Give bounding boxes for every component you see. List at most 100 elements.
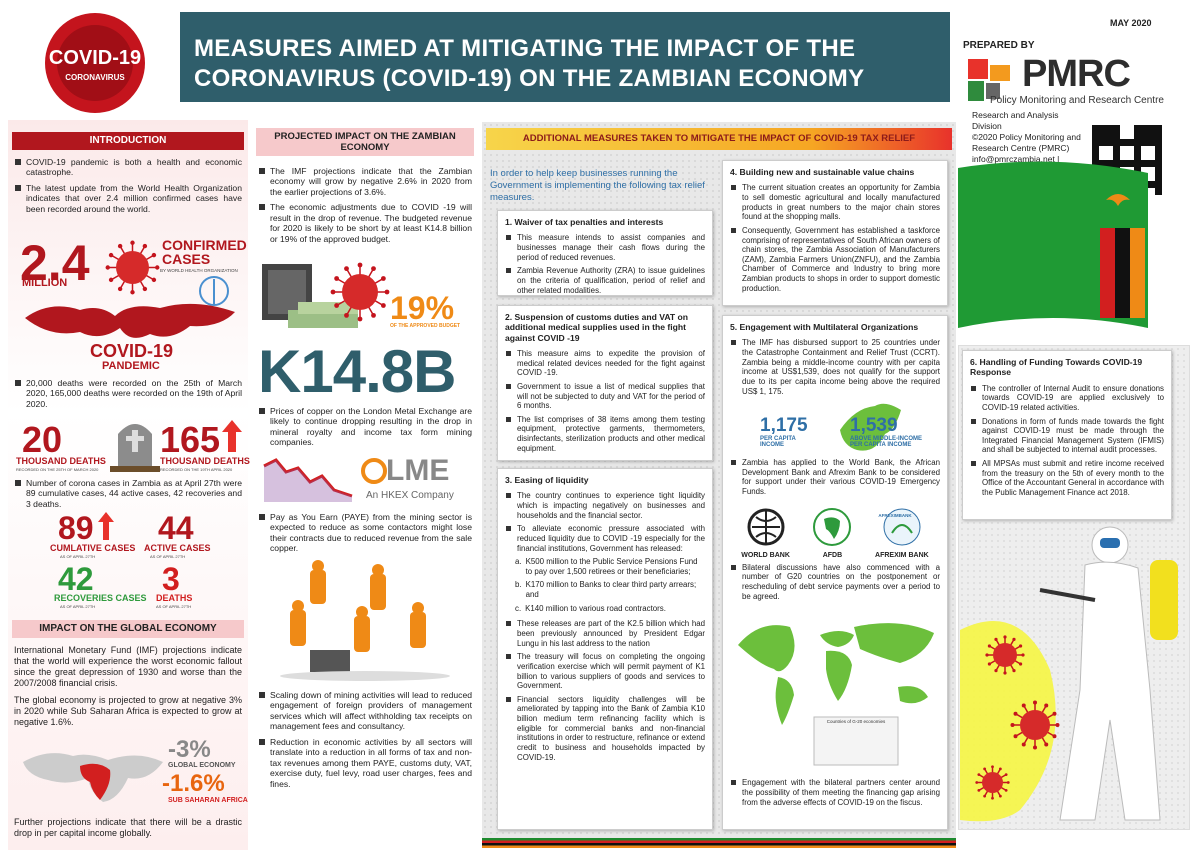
virus-tip (994, 668, 998, 673)
money (288, 310, 358, 328)
virus-tip (357, 262, 363, 268)
virus-tip (1044, 703, 1049, 708)
bullet-list: The current situation creates an opportu… (730, 183, 940, 293)
qr-cell (1155, 153, 1162, 160)
bullet-item: Zambia has applied to the World Bank, th… (730, 458, 940, 497)
bank-logos: WORLD BANK AFDB AFREXIMBANK AFREXIM BANK (730, 501, 940, 559)
paragraph: Further projections indicate that there … (14, 817, 242, 838)
growth-value: -3% (168, 736, 211, 763)
bullet-item: Bilateral discussions have also commence… (730, 563, 940, 602)
qr-cell (1134, 160, 1141, 167)
deaths-note: RECORDED ON THE 25TH OF MARCH 2020 (16, 467, 99, 472)
virus-tip (1055, 723, 1060, 727)
bullet-list: The IMF projections indicate that the Za… (258, 166, 472, 249)
bullet-item: To alleviate economic pressure associate… (505, 524, 705, 553)
case-label: RECOVERIES CASES (54, 593, 147, 603)
title-line: MEASURES AIMED AT MITIGATING THE IMPACT … (194, 35, 856, 62)
growth-label: GLOBAL ECONOMY (168, 762, 236, 769)
bullet-list: The country continues to experience tigh… (505, 491, 705, 553)
miner-helmet (312, 560, 324, 572)
safe-and-money (262, 264, 358, 328)
flag-stripe-black (1115, 228, 1130, 318)
g20-world-map (738, 623, 934, 766)
price-area (264, 460, 352, 502)
bullet-item: The list comprises of 38 items among the… (505, 415, 705, 454)
virus-tip (991, 765, 994, 769)
bullet-item: The economic adjustments due to COVID -1… (258, 202, 472, 244)
bullet-list: Scaling down of mining activities will l… (258, 690, 472, 794)
miners-illustration (280, 560, 450, 681)
measure-box: 1. Waiver of tax penalties and interests… (497, 210, 713, 296)
miner (290, 610, 306, 646)
afdb-logo (813, 507, 852, 546)
qr-cell (1155, 132, 1162, 139)
qr-cell (1120, 139, 1127, 146)
growth-value: -1.6% (162, 770, 225, 797)
afdb-ring (813, 507, 852, 546)
virus-tip (151, 252, 157, 258)
bullet-item: COVID-19 pandemic is both a health and e… (14, 157, 242, 178)
virus-tip (117, 286, 123, 292)
spray-cloud (960, 621, 1056, 822)
qr-cell (1134, 132, 1141, 139)
division: Research and Analysis Division (972, 110, 1059, 132)
bullet-list: Engagement with the bilateral partners c… (730, 778, 940, 807)
case-number: 44 (158, 510, 194, 546)
afrexim-ring (883, 508, 921, 546)
qr-cell (1099, 125, 1106, 132)
qr-cell (1127, 139, 1134, 146)
africa-shape (80, 763, 111, 800)
continent (775, 677, 794, 726)
ground (110, 466, 160, 472)
virus-tip (1044, 742, 1049, 747)
bank-name: AFREXIM BANK (875, 551, 929, 559)
spray-tank (1150, 560, 1178, 640)
qr-cell (1155, 139, 1162, 146)
virus-tip (380, 276, 386, 281)
bullet-item: The treasury will focus on completing th… (505, 652, 705, 691)
qr-cell (1148, 125, 1155, 132)
virus-tip (994, 637, 998, 642)
virus-icon (330, 262, 390, 322)
virus-tip (384, 289, 390, 295)
qr-cell (1113, 160, 1120, 167)
bullet-item: The IMF has disbursed support to 25 coun… (730, 338, 940, 396)
afrexim-arc (890, 523, 913, 534)
qr-cell (1106, 132, 1113, 139)
flag-eagle (1106, 194, 1130, 206)
miners (290, 560, 426, 652)
qr-cell (1155, 146, 1162, 153)
qr-cell (1155, 174, 1162, 181)
up-arrow (98, 512, 114, 540)
measure-box: 2. Suspension of customs duties and VAT … (497, 305, 713, 461)
miner (410, 612, 426, 648)
ground (280, 671, 450, 681)
logo-square (968, 81, 984, 101)
bullet-item: All MPSAs must submit and retire income … (970, 459, 1164, 498)
virus-tip (1021, 742, 1026, 747)
release-text: K170 million to Banks to clear third par… (525, 580, 697, 600)
pmrc-logo-text: PMRC (1022, 53, 1131, 95)
bullet-item: Pay as You Earn (PAYE) from the mining s… (258, 512, 472, 554)
world-bank-logo (747, 508, 785, 546)
africa-map (23, 753, 163, 802)
virus-tip (983, 767, 987, 771)
mine-cart (310, 650, 350, 672)
qr-cell (1099, 132, 1106, 139)
case-label: CUMLATIVE CASES (50, 543, 136, 553)
arrow (98, 512, 114, 540)
virus-tip (1003, 635, 1007, 639)
release-item: c. K140 million to various road contracto… (515, 604, 705, 614)
qr-cell (1106, 139, 1113, 146)
bullet-item: Government to issue a list of medical su… (505, 382, 705, 411)
virus-tip (334, 276, 340, 281)
qr-cell (1148, 160, 1155, 167)
income-value: 1,175 (760, 415, 808, 437)
case-note: AS OF APRIL 27TH (60, 554, 96, 559)
arrow (222, 420, 242, 452)
case-number: 3 (162, 561, 180, 597)
qr-cell (1134, 153, 1141, 160)
measures-intro: In order to help keep businesses running… (490, 168, 705, 203)
case-note: AS OF APRIL 27TH (156, 604, 192, 609)
